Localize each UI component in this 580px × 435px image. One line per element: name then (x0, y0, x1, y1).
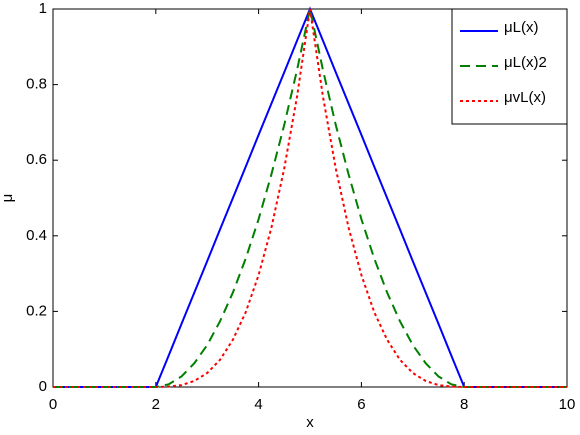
x-tick-label: 8 (460, 396, 468, 413)
x-tick-label: 10 (559, 396, 576, 413)
y-tick-label: 0.8 (26, 76, 47, 93)
x-tick-label: 6 (357, 396, 365, 413)
y-tick-label: 1 (39, 0, 47, 17)
x-axis-label: x (306, 414, 314, 430)
legend-label: μvL(x) (504, 89, 546, 106)
y-tick-label: 0.2 (26, 302, 47, 319)
y-axis-label: μ (0, 194, 16, 203)
legend-label: μL(x)2 (504, 54, 547, 71)
x-tick-label: 4 (254, 396, 262, 413)
y-tick-label: 0.4 (26, 227, 47, 244)
x-tick-label: 2 (152, 396, 160, 413)
legend-box (451, 8, 568, 125)
series-line (53, 8, 567, 388)
series-line (53, 8, 567, 388)
y-tick-label: 0 (39, 378, 47, 395)
y-tick-label: 0.6 (26, 151, 47, 168)
legend-label: μL(x) (504, 19, 538, 36)
x-tick-label: 0 (49, 396, 57, 413)
